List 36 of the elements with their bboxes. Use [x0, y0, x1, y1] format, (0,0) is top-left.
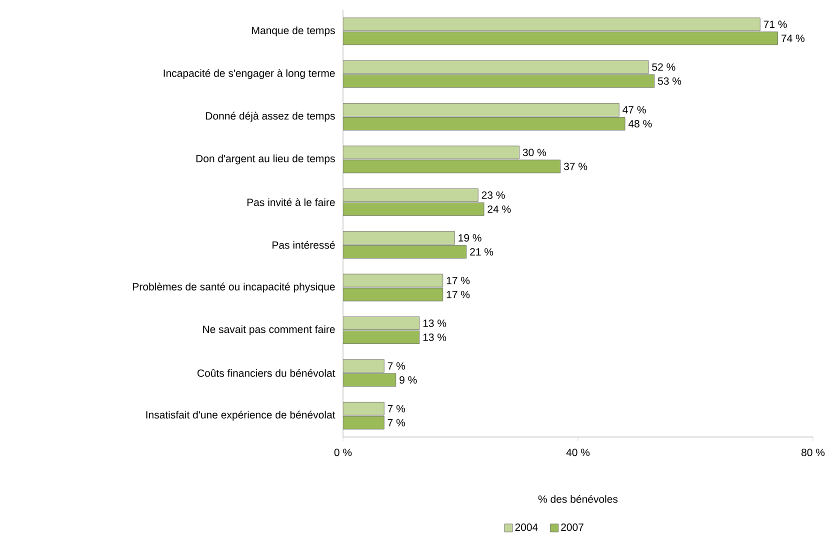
data-label: 23 % [482, 191, 505, 199]
data-label: 9 % [400, 376, 417, 384]
data-label: 71 % [764, 20, 787, 28]
y-tick-label: Ne savait pas comment faire [203, 325, 335, 336]
y-tick-label: Donné déjà assez de temps [206, 112, 335, 122]
y-tick-label: Manque de temps [252, 26, 335, 36]
y-tick-label: Don d'argent au lieu de temps [196, 154, 335, 164]
data-label: 48 % [628, 120, 652, 128]
data-label: 53 % [658, 77, 682, 85]
legend-label: 2007 [561, 524, 584, 531]
data-label: 13 % [423, 320, 446, 327]
x-tick-label: 40 % [566, 448, 590, 456]
y-tick-label: Pas intéressé [272, 240, 335, 249]
data-label: 52 % [652, 63, 676, 71]
data-label: 30 % [522, 148, 546, 156]
x-tick-label: 0 % [334, 448, 352, 456]
data-label: 17 % [446, 276, 470, 284]
y-tick-label: Pas invité à le faire [247, 198, 335, 206]
x-axis-title: % des bénévoles [538, 495, 618, 503]
data-label: 7 % [388, 362, 406, 370]
data-label: 7 % [388, 418, 406, 426]
data-label: 37 % [564, 162, 588, 170]
y-tick-label: Incapacité de s'engager à long terme [164, 69, 335, 79]
data-label: 7 % [388, 404, 406, 412]
data-label: 13 % [423, 334, 446, 341]
x-tick-label: 80 % [801, 448, 825, 456]
data-label: 19 % [458, 234, 482, 242]
y-tick-label: Insatisfait d'une expérience de bénévolat [146, 410, 336, 421]
data-label: 21 % [470, 248, 494, 256]
data-label: 17 % [446, 290, 470, 298]
y-tick-label: Coûts financiers du bénévolat [197, 369, 336, 377]
data-label: 47 % [622, 106, 646, 114]
data-label: 74 % [781, 34, 804, 42]
y-tick-label: Problèmes de santé ou incapacité physique [133, 282, 335, 292]
legend-label: 2004 [515, 524, 538, 531]
data-label: 24 % [488, 205, 511, 213]
